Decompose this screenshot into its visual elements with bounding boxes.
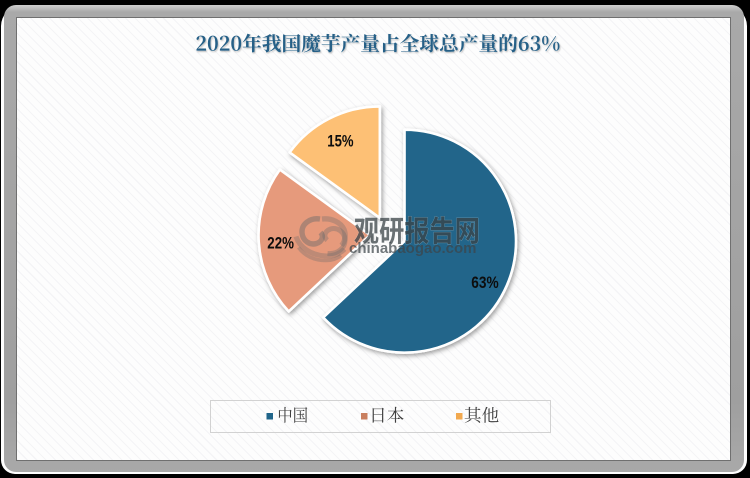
svg-text:15%: 15% bbox=[327, 131, 353, 150]
svg-text:22%: 22% bbox=[267, 233, 294, 252]
svg-text:63%: 63% bbox=[471, 273, 498, 292]
